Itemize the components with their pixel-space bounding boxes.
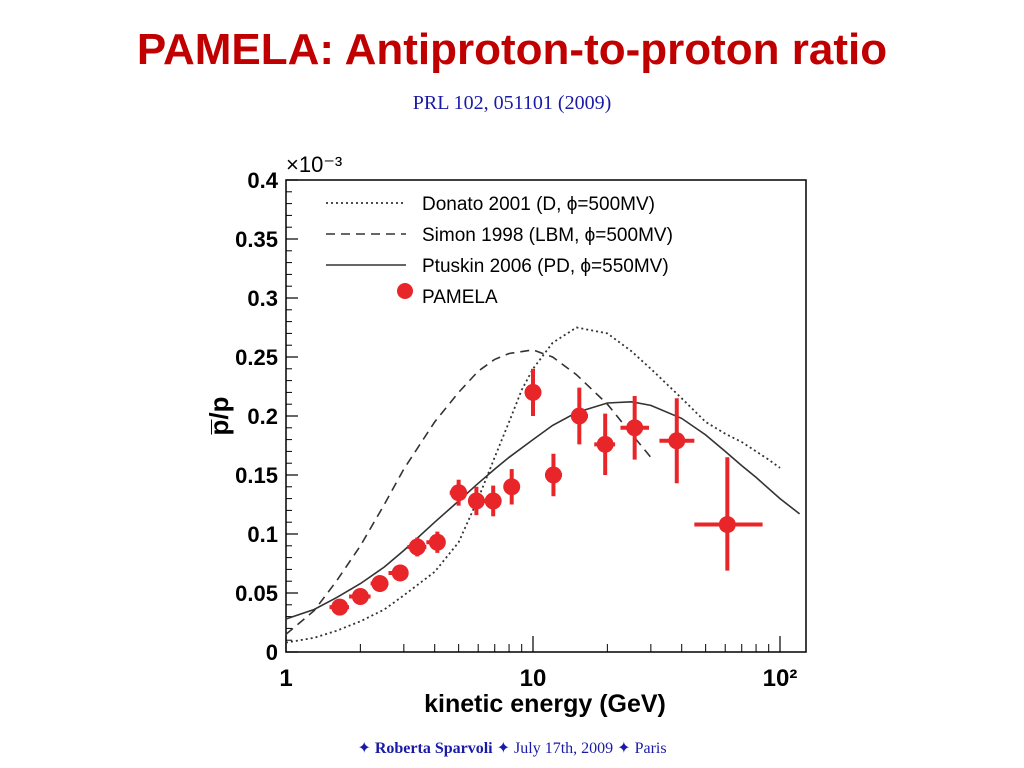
point-marker bbox=[450, 484, 468, 502]
legend-entry: Ptuskin 2006 (PD, ϕ=550MV) bbox=[422, 256, 669, 277]
curve-dashed bbox=[286, 349, 652, 635]
point-marker bbox=[718, 516, 736, 534]
pamela-point bbox=[426, 531, 446, 553]
y-tick-label: 0.3 bbox=[247, 286, 278, 311]
y-tick-label: 0.15 bbox=[235, 463, 278, 488]
point-marker bbox=[626, 419, 644, 437]
curve-dotted bbox=[286, 326, 781, 644]
pamela-point bbox=[484, 485, 502, 517]
y-tick-label: 0.1 bbox=[247, 522, 278, 547]
legend-entry: Donato 2001 (D, ϕ=500MV) bbox=[422, 194, 655, 215]
pamela-point bbox=[570, 387, 589, 445]
axis-labels: 0 0.05 0.1 0.15 0.2 0.25 0.3 0.35 0.4 1 10 10² kinet… bbox=[204, 152, 797, 718]
footer-place: Paris bbox=[634, 740, 667, 757]
pamela-point bbox=[524, 368, 542, 416]
y-tick-label: 0.05 bbox=[235, 581, 278, 606]
footer-author: Roberta Sparvoli bbox=[374, 740, 493, 757]
y-tick-label: 0.35 bbox=[235, 227, 278, 252]
point-marker bbox=[544, 466, 562, 484]
pamela-point bbox=[349, 588, 371, 606]
curve-solid bbox=[286, 400, 801, 620]
point-marker bbox=[668, 432, 686, 450]
pamela-point bbox=[449, 479, 468, 506]
point-marker bbox=[371, 575, 389, 593]
y-tick-label: 0.25 bbox=[235, 345, 278, 370]
star-separator: ✦ bbox=[617, 740, 631, 757]
pamela-point bbox=[329, 598, 350, 616]
y-axis-title: p̅/p bbox=[204, 397, 234, 436]
legend-entry: PAMELA bbox=[422, 287, 498, 308]
legend: Donato 2001 (D, ϕ=500MV) Simon 1998 (LBM,… bbox=[326, 194, 673, 308]
pamela-point bbox=[659, 398, 695, 484]
footer: ✦ Roberta Sparvoli ✦ July 17th, 2009 ✦ P… bbox=[0, 738, 1024, 758]
reference-citation: PRL 102, 051101 (2009) bbox=[412, 92, 612, 114]
pamela-point bbox=[388, 564, 409, 582]
point-marker bbox=[351, 588, 369, 606]
point-marker bbox=[524, 383, 542, 401]
y-tick-label: 0 bbox=[266, 640, 278, 665]
pamela-point bbox=[467, 486, 486, 516]
pamela-point bbox=[594, 413, 616, 475]
axis-ticks bbox=[285, 179, 781, 653]
x-axis-title: kinetic energy (GeV) bbox=[424, 690, 666, 718]
point-marker bbox=[467, 492, 485, 510]
x-tick-label: 10² bbox=[763, 665, 798, 692]
point-marker bbox=[484, 492, 502, 510]
point-marker bbox=[408, 538, 426, 556]
footer-date: July 17th, 2009 bbox=[514, 740, 614, 757]
exponent-label: ×10⁻³ bbox=[286, 152, 342, 177]
point-marker bbox=[596, 435, 614, 453]
pamela-point bbox=[407, 537, 427, 557]
pamela-point bbox=[544, 453, 562, 497]
point-marker bbox=[570, 407, 588, 425]
point-marker bbox=[428, 533, 446, 551]
pamela-point bbox=[620, 395, 650, 460]
pamela-data-points bbox=[329, 368, 763, 616]
star-separator: ✦ bbox=[496, 740, 511, 757]
point-marker bbox=[331, 598, 349, 616]
x-tick-label: 10 bbox=[520, 665, 547, 692]
y-tick-label: 0.2 bbox=[247, 404, 278, 429]
legend-entry: Simon 1998 (LBM, ϕ=500MV) bbox=[422, 225, 673, 246]
pamela-point bbox=[694, 457, 763, 571]
model-curves bbox=[286, 326, 801, 644]
legend-marker-pamela bbox=[397, 283, 413, 299]
x-tick-label: 1 bbox=[279, 665, 292, 692]
y-tick-label: 0.4 bbox=[247, 168, 278, 193]
slide-title: PAMELA: Antiproton-to-proton ratio bbox=[136, 25, 888, 74]
point-marker bbox=[503, 478, 521, 496]
point-marker bbox=[391, 564, 409, 582]
star-separator: ✦ bbox=[357, 740, 371, 757]
pamela-point bbox=[370, 575, 389, 593]
pamela-point bbox=[503, 469, 521, 505]
